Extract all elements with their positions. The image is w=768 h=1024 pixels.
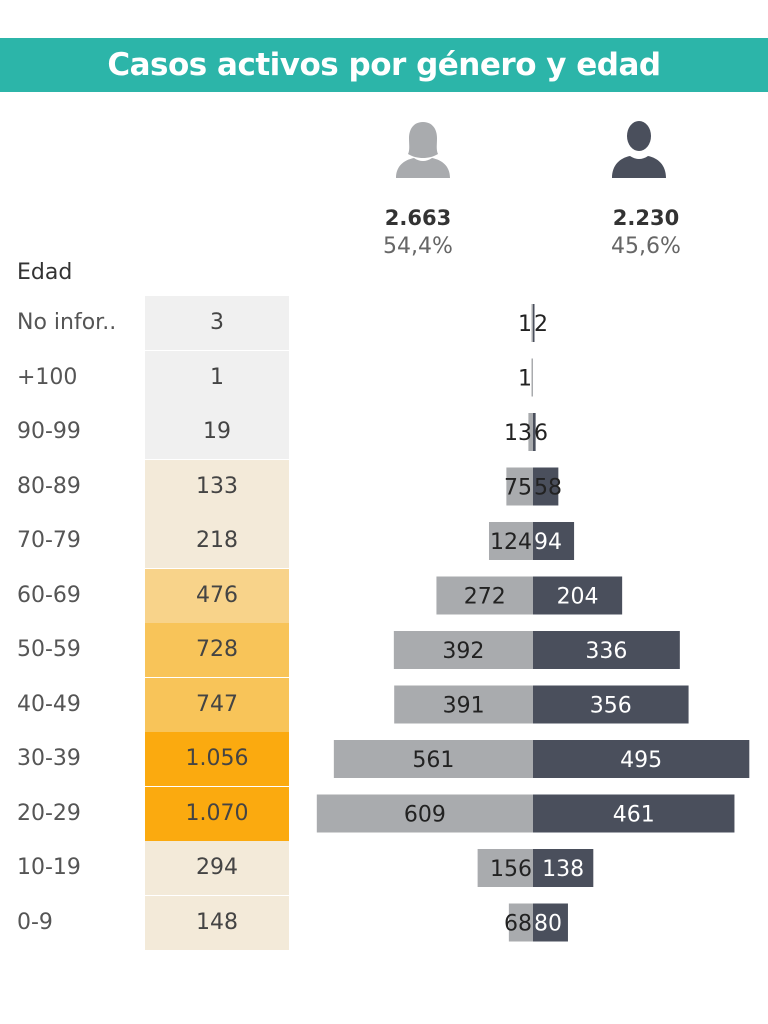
- age-total-cell: 1: [145, 350, 289, 405]
- age-label: +100: [17, 364, 78, 390]
- age-label: 10-19: [17, 855, 81, 880]
- male-bar: [533, 849, 594, 887]
- female-value-label: 561: [412, 748, 454, 773]
- male-value-label: 94: [534, 530, 562, 555]
- female-bar: [333, 740, 533, 778]
- chart-title: Casos activos por género y edad: [0, 38, 768, 92]
- female-bar: [508, 903, 533, 942]
- male-bar: [533, 413, 536, 451]
- female-bar: [528, 413, 533, 451]
- age-total-cell: 19: [145, 405, 289, 459]
- female-bar: [394, 685, 533, 724]
- age-label: 90-99: [17, 419, 81, 444]
- female-bar: [477, 849, 533, 887]
- age-label: 30-39: [17, 746, 81, 771]
- age-total-cell: 3: [145, 296, 289, 350]
- male-value-label: 138: [542, 857, 584, 882]
- male-percent: 45,6%: [611, 234, 681, 259]
- age-total-cell: 747: [145, 677, 289, 732]
- female-value-label: 68: [504, 912, 532, 937]
- male-value-label: 356: [590, 694, 632, 719]
- female-total: 2.663 54,4%: [338, 206, 498, 259]
- female-total-count: 2.663: [384, 206, 452, 230]
- male-value-label: 336: [585, 639, 627, 664]
- male-bar: [533, 576, 623, 615]
- female-value-label: 13: [504, 421, 532, 446]
- age-label: 60-69: [17, 582, 81, 608]
- female-value-label: 609: [404, 803, 446, 828]
- age-total-cell: 728: [145, 623, 289, 677]
- female-bar: [488, 522, 533, 560]
- female-bar: [436, 576, 533, 615]
- male-bar: [533, 740, 750, 778]
- male-bar: [533, 794, 735, 833]
- age-label: 40-49: [17, 691, 81, 717]
- male-bar: [533, 467, 559, 506]
- age-label: 70-79: [17, 528, 81, 553]
- age-label: 0-9: [17, 909, 53, 935]
- age-total-cell: 476: [145, 568, 289, 623]
- age-axis-title: Edad: [17, 260, 73, 285]
- male-total-count: 2.230: [612, 206, 680, 230]
- female-value-label: 1: [518, 367, 532, 392]
- male-bar: [533, 903, 568, 942]
- male-value-label: 6: [534, 421, 548, 446]
- age-total-cell: 148: [145, 895, 289, 950]
- age-total-cell: 133: [145, 459, 289, 514]
- male-total: 2.230 45,6%: [566, 206, 726, 259]
- male-value-label: 2: [534, 312, 548, 337]
- age-total-cell: 1.056: [145, 732, 289, 786]
- female-value-label: 272: [464, 585, 506, 610]
- female-bar: [316, 794, 533, 833]
- age-total-cell: 218: [145, 514, 289, 568]
- age-label: 20-29: [17, 800, 81, 826]
- female-person-icon: [396, 122, 450, 178]
- female-bar: [506, 467, 533, 506]
- male-value-label: 80: [534, 912, 562, 937]
- age-label: 50-59: [17, 637, 81, 662]
- age-total-cell: 1.070: [145, 786, 289, 841]
- female-bar: [393, 631, 533, 669]
- female-value-label: 156: [490, 857, 532, 882]
- male-bar: [533, 522, 575, 560]
- female-value-label: 391: [443, 694, 485, 719]
- male-bar: [533, 304, 535, 342]
- male-value-label: 58: [534, 476, 562, 501]
- age-total-cell: 294: [145, 841, 289, 895]
- age-label: 80-89: [17, 473, 81, 499]
- female-value-label: 124: [490, 530, 532, 555]
- male-value-label: 495: [620, 748, 662, 773]
- female-value-label: 392: [442, 639, 484, 664]
- female-value-label: 1: [518, 312, 532, 337]
- female-bar: [531, 358, 533, 397]
- male-value-label: 461: [613, 803, 655, 828]
- male-value-label: 204: [557, 585, 599, 610]
- male-person-icon: [612, 121, 666, 178]
- female-bar: [531, 304, 533, 342]
- male-bar: [533, 685, 689, 724]
- female-percent: 54,4%: [383, 234, 453, 259]
- age-label: No infor..: [17, 310, 117, 335]
- male-bar: [533, 631, 680, 669]
- female-value-label: 75: [504, 476, 532, 501]
